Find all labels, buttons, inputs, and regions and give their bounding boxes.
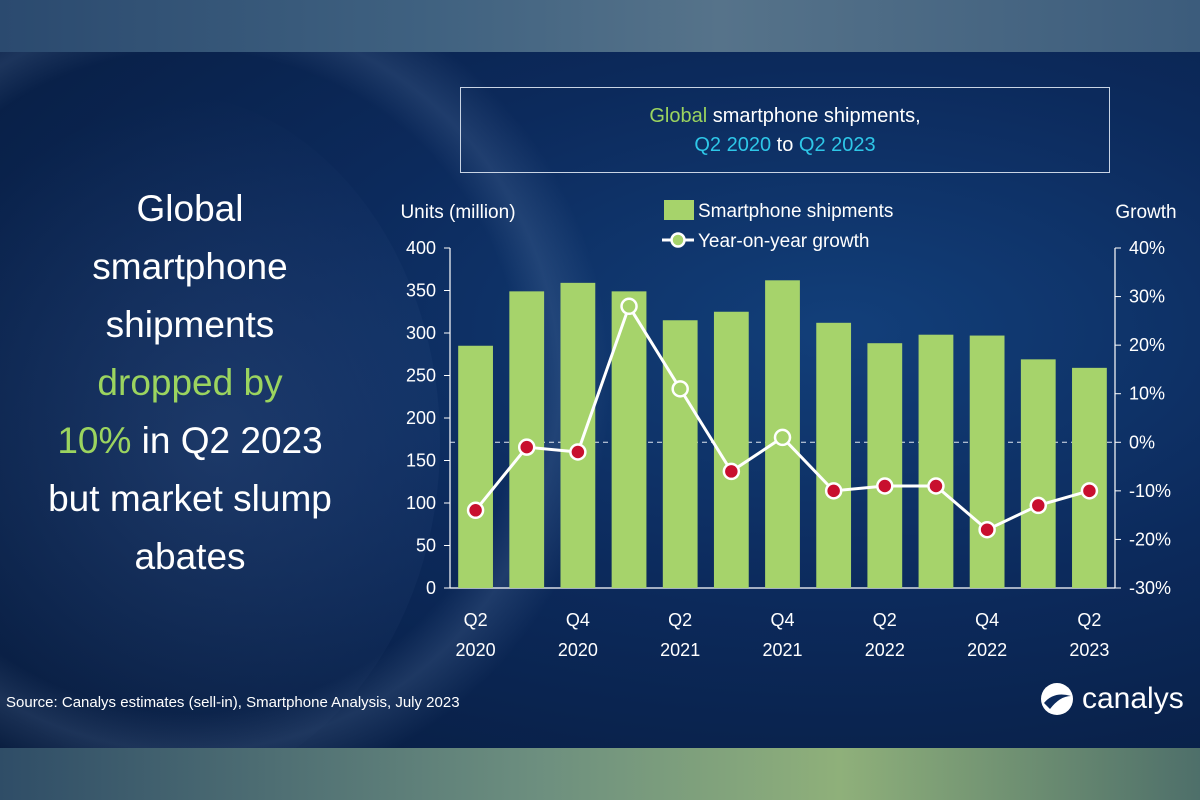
headline-line-5: 10% in Q2 2023 bbox=[10, 412, 370, 470]
shipment-bar bbox=[918, 334, 954, 588]
chart-title-shipments: smartphone shipments, bbox=[707, 105, 921, 127]
shipment-bar bbox=[662, 320, 698, 588]
chart-title-to: to bbox=[771, 134, 799, 156]
x-tick-label-quarter: Q4 bbox=[566, 610, 590, 630]
headline-percent: 10% bbox=[57, 420, 132, 461]
right-axis-title: Growth bbox=[1115, 202, 1176, 223]
headline-line-1: Global bbox=[136, 188, 244, 229]
bar-series bbox=[458, 280, 1107, 588]
left-tick-label: 100 bbox=[406, 493, 436, 513]
x-tick-label-year: 2021 bbox=[660, 640, 700, 660]
chart-title-line-2: Q2 2020 to Q2 2023 bbox=[461, 131, 1109, 160]
axis-labels: 0 50 100 150 200 250 300 350 400 -30% -20% -10% 0% 10… bbox=[400, 202, 1176, 660]
legend-marker-swatch bbox=[670, 232, 686, 248]
shipment-bar bbox=[560, 282, 596, 588]
right-tick-label: 20% bbox=[1129, 335, 1165, 355]
left-tick-label: 350 bbox=[406, 281, 436, 301]
headline-line-7: abates bbox=[134, 536, 246, 577]
bottom-frame bbox=[0, 748, 1200, 800]
shipment-bar bbox=[1020, 359, 1056, 588]
growth-marker bbox=[620, 297, 638, 316]
growth-marker bbox=[773, 428, 792, 447]
shipment-bar bbox=[867, 343, 903, 588]
top-frame bbox=[0, 0, 1200, 52]
x-tick-label-quarter: Q4 bbox=[975, 610, 999, 630]
shipments-chart: 0 50 100 150 200 250 300 350 400 -30% -20% -10% 0% 10… bbox=[400, 200, 1177, 660]
headline-line-3: shipments bbox=[105, 304, 275, 345]
left-tick-label: 400 bbox=[406, 238, 436, 258]
canalys-logo-text: canalys bbox=[1082, 682, 1184, 715]
x-tick-label-quarter: Q2 bbox=[1077, 610, 1101, 630]
headline-quarter: in Q2 2023 bbox=[131, 420, 323, 461]
right-tick-label: 30% bbox=[1129, 287, 1165, 307]
growth-marker bbox=[722, 462, 741, 481]
growth-marker bbox=[978, 520, 996, 539]
left-tick-label: 50 bbox=[416, 536, 436, 556]
x-tick-label-year: 2020 bbox=[456, 640, 496, 660]
x-tick-label-year: 2023 bbox=[1069, 640, 1109, 660]
growth-marker bbox=[671, 380, 689, 398]
right-tick-label: -10% bbox=[1129, 481, 1171, 501]
chart-title-end: Q2 2023 bbox=[798, 134, 876, 156]
shipment-bar bbox=[1072, 367, 1107, 588]
chart-legend: Smartphone shipments Year-on-year growth bbox=[662, 200, 893, 252]
growth-marker bbox=[466, 501, 485, 520]
left-tick-label: 150 bbox=[406, 451, 436, 471]
legend-bar-label: Smartphone shipments bbox=[698, 201, 893, 222]
growth-marker bbox=[824, 482, 843, 500]
legend-bar-swatch bbox=[664, 200, 694, 220]
chart-title-start: Q2 2020 bbox=[694, 134, 772, 156]
headline-line-4: dropped by bbox=[97, 362, 283, 403]
chart-title-global: Global bbox=[649, 105, 708, 127]
growth-marker bbox=[517, 438, 536, 456]
x-tick-label-quarter: Q2 bbox=[668, 610, 692, 630]
x-tick-label-year: 2022 bbox=[967, 640, 1007, 660]
growth-marker bbox=[927, 477, 945, 495]
shipment-bar bbox=[969, 335, 1005, 588]
canalys-logo: canalys bbox=[1040, 682, 1184, 716]
right-tick-label: -30% bbox=[1129, 578, 1171, 598]
left-axis-title: Units (million) bbox=[400, 202, 515, 223]
right-tick-label: 40% bbox=[1129, 238, 1165, 258]
shipment-bar bbox=[816, 322, 852, 588]
x-tick-label-year: 2021 bbox=[762, 640, 802, 660]
headline-line-2: smartphone bbox=[92, 246, 288, 287]
growth-marker bbox=[1029, 496, 1048, 515]
right-tick-label: 10% bbox=[1129, 384, 1165, 404]
left-tick-label: 0 bbox=[426, 578, 436, 598]
x-tick-label-quarter: Q4 bbox=[770, 610, 794, 630]
growth-series bbox=[466, 297, 1099, 539]
headline: Global smartphone shipments dropped by 1… bbox=[10, 180, 370, 586]
shipment-bar bbox=[611, 291, 647, 588]
left-tick-label: 300 bbox=[406, 323, 436, 343]
source-note: Source: Canalys estimates (sell-in), Sma… bbox=[6, 694, 460, 711]
right-tick-label: 0% bbox=[1129, 432, 1155, 452]
x-tick-label-year: 2020 bbox=[558, 640, 598, 660]
headline-line-6: but market slump bbox=[48, 478, 332, 519]
growth-marker bbox=[569, 443, 587, 461]
right-tick-label: -20% bbox=[1129, 529, 1171, 549]
x-tick-label-quarter: Q2 bbox=[464, 610, 488, 630]
growth-marker bbox=[1080, 482, 1099, 500]
chart-title-box: Global smartphone shipments, Q2 2020 to … bbox=[460, 87, 1110, 173]
canalys-logo-icon bbox=[1041, 683, 1073, 715]
x-tick-label-quarter: Q2 bbox=[873, 610, 897, 630]
growth-marker bbox=[876, 477, 894, 495]
legend-line-label: Year-on-year growth bbox=[698, 231, 869, 252]
left-tick-label: 200 bbox=[406, 408, 436, 428]
x-tick-label-year: 2022 bbox=[865, 640, 905, 660]
chart-title-line-1: Global smartphone shipments, bbox=[461, 102, 1109, 131]
left-tick-label: 250 bbox=[406, 366, 436, 386]
infographic-panel: Global smartphone shipments dropped by 1… bbox=[0, 52, 1200, 748]
shipment-bar bbox=[458, 345, 493, 588]
